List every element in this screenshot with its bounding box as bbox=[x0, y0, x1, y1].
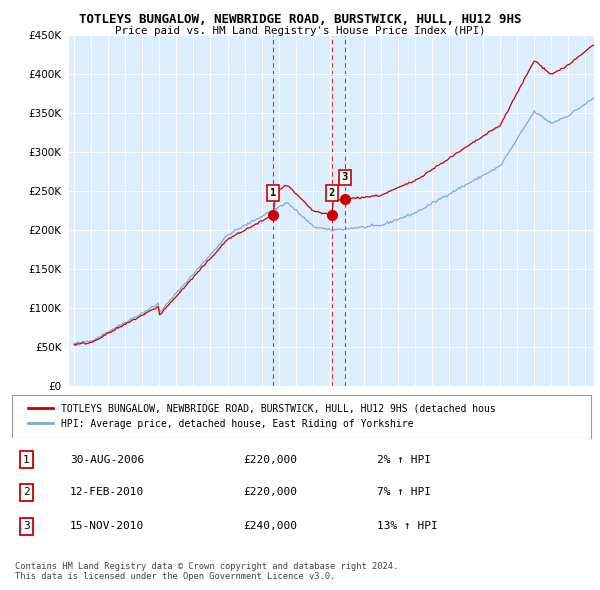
Text: 2: 2 bbox=[23, 487, 30, 497]
Text: Contains HM Land Registry data © Crown copyright and database right 2024.: Contains HM Land Registry data © Crown c… bbox=[15, 562, 398, 571]
Text: TOTLEYS BUNGALOW, NEWBRIDGE ROAD, BURSTWICK, HULL, HU12 9HS: TOTLEYS BUNGALOW, NEWBRIDGE ROAD, BURSTW… bbox=[79, 13, 521, 26]
Text: £240,000: £240,000 bbox=[244, 522, 298, 532]
Text: 7% ↑ HPI: 7% ↑ HPI bbox=[377, 487, 431, 497]
Text: 12-FEB-2010: 12-FEB-2010 bbox=[70, 487, 144, 497]
Text: 1: 1 bbox=[270, 188, 276, 198]
Legend: TOTLEYS BUNGALOW, NEWBRIDGE ROAD, BURSTWICK, HULL, HU12 9HS (detached hous, HPI:: TOTLEYS BUNGALOW, NEWBRIDGE ROAD, BURSTW… bbox=[23, 398, 501, 435]
Text: £220,000: £220,000 bbox=[244, 487, 298, 497]
Text: 3: 3 bbox=[23, 522, 30, 532]
Text: 1: 1 bbox=[23, 455, 30, 465]
Text: £220,000: £220,000 bbox=[244, 455, 298, 465]
Text: 30-AUG-2006: 30-AUG-2006 bbox=[70, 455, 144, 465]
Text: 3: 3 bbox=[341, 172, 348, 182]
Text: This data is licensed under the Open Government Licence v3.0.: This data is licensed under the Open Gov… bbox=[15, 572, 335, 581]
Text: Price paid vs. HM Land Registry's House Price Index (HPI): Price paid vs. HM Land Registry's House … bbox=[115, 26, 485, 36]
Text: 15-NOV-2010: 15-NOV-2010 bbox=[70, 522, 144, 532]
Text: 2: 2 bbox=[329, 188, 335, 198]
Text: 2% ↑ HPI: 2% ↑ HPI bbox=[377, 455, 431, 465]
Text: 13% ↑ HPI: 13% ↑ HPI bbox=[377, 522, 437, 532]
